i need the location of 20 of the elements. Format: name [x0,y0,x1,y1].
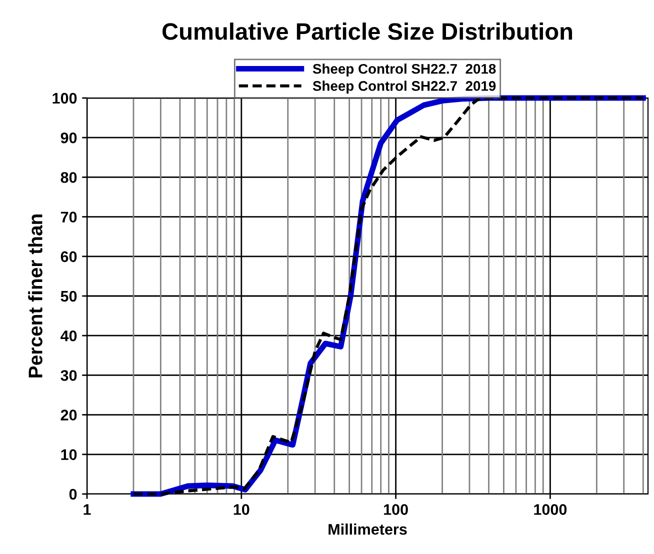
y-tick-label: 100 [52,92,77,104]
y-tick-label: 30 [60,370,77,381]
x-axis-title: Millimeters [328,524,407,535]
chart-title: Cumulative Particle Size Distribution [162,22,572,40]
legend-label: Sheep Control SH22.7 2019 [312,80,496,94]
y-tick-label: 10 [61,449,77,460]
y-tick-label: 20 [60,410,77,420]
y-tick-label: 80 [60,172,77,183]
x-tick-label: 1000 [534,504,567,515]
y-tick-label: 90 [60,132,77,144]
y-tick-label: 60 [60,251,77,262]
x-tick-label: 10 [234,504,250,515]
y-tick-label: 40 [60,330,77,342]
y-axis-title: Percent finer than [28,214,42,378]
y-tick-label: 50 [60,290,77,302]
x-tick-label: 1 [84,504,91,515]
y-tick-label: 0 [69,488,77,500]
y-tick-label: 70 [60,212,77,222]
legend-label: Sheep Control SH22.7 2018 [312,64,496,77]
x-tick-label: 100 [384,504,408,515]
